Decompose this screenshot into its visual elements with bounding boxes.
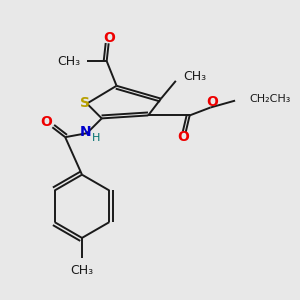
Text: O: O (104, 32, 116, 45)
Text: O: O (177, 130, 189, 144)
Text: CH₂CH₃: CH₂CH₃ (249, 94, 290, 103)
Text: S: S (80, 96, 90, 110)
Text: N: N (80, 125, 92, 139)
Text: CH₃: CH₃ (57, 55, 80, 68)
Text: H: H (92, 133, 100, 143)
Text: CH₃: CH₃ (70, 264, 94, 277)
Text: O: O (206, 94, 218, 109)
Text: O: O (40, 115, 52, 129)
Text: CH₃: CH₃ (184, 70, 207, 83)
